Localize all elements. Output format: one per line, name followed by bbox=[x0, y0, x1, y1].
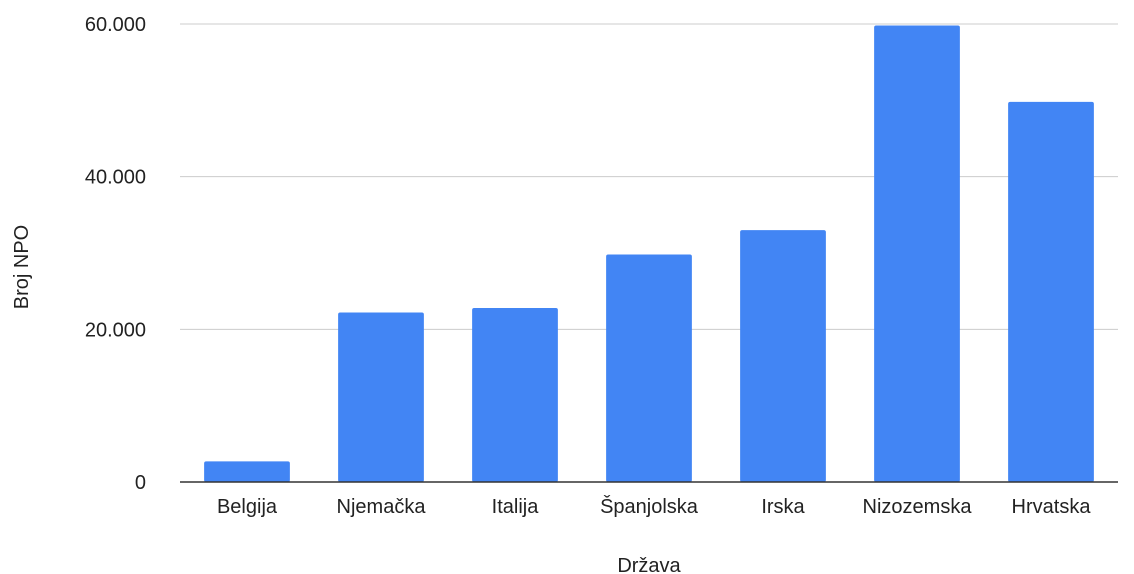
bar bbox=[606, 254, 692, 482]
bar bbox=[338, 312, 424, 482]
bar bbox=[740, 230, 826, 482]
y-tick-label: 60.000 bbox=[85, 14, 146, 36]
bar bbox=[874, 25, 960, 482]
x-tick-label: Španjolska bbox=[600, 495, 699, 518]
x-tick-label: Italija bbox=[492, 496, 540, 518]
x-tick-label: Nizozemska bbox=[863, 496, 973, 518]
bar bbox=[204, 461, 290, 482]
x-axis-ticks: Belgija Njemačka Italija Španjolska Irska Niz… bbox=[217, 495, 1091, 518]
x-tick-label: Hrvatska bbox=[1012, 496, 1092, 518]
y-tick-label: 0 bbox=[135, 472, 146, 494]
y-axis-ticks: 0 20.000 40.000 60.000 bbox=[85, 14, 146, 494]
x-tick-label: Belgija bbox=[217, 496, 278, 518]
x-tick-label: Njemačka bbox=[337, 496, 427, 518]
bar bbox=[1008, 101, 1094, 483]
y-tick-label: 20.000 bbox=[85, 319, 146, 341]
bar bbox=[472, 307, 558, 482]
y-axis-title: Broj NPO bbox=[11, 225, 33, 309]
y-tick-label: 40.000 bbox=[85, 167, 146, 189]
bars bbox=[204, 25, 1094, 483]
x-axis-title: Država bbox=[617, 555, 681, 574]
x-tick-label: Irska bbox=[761, 496, 805, 518]
